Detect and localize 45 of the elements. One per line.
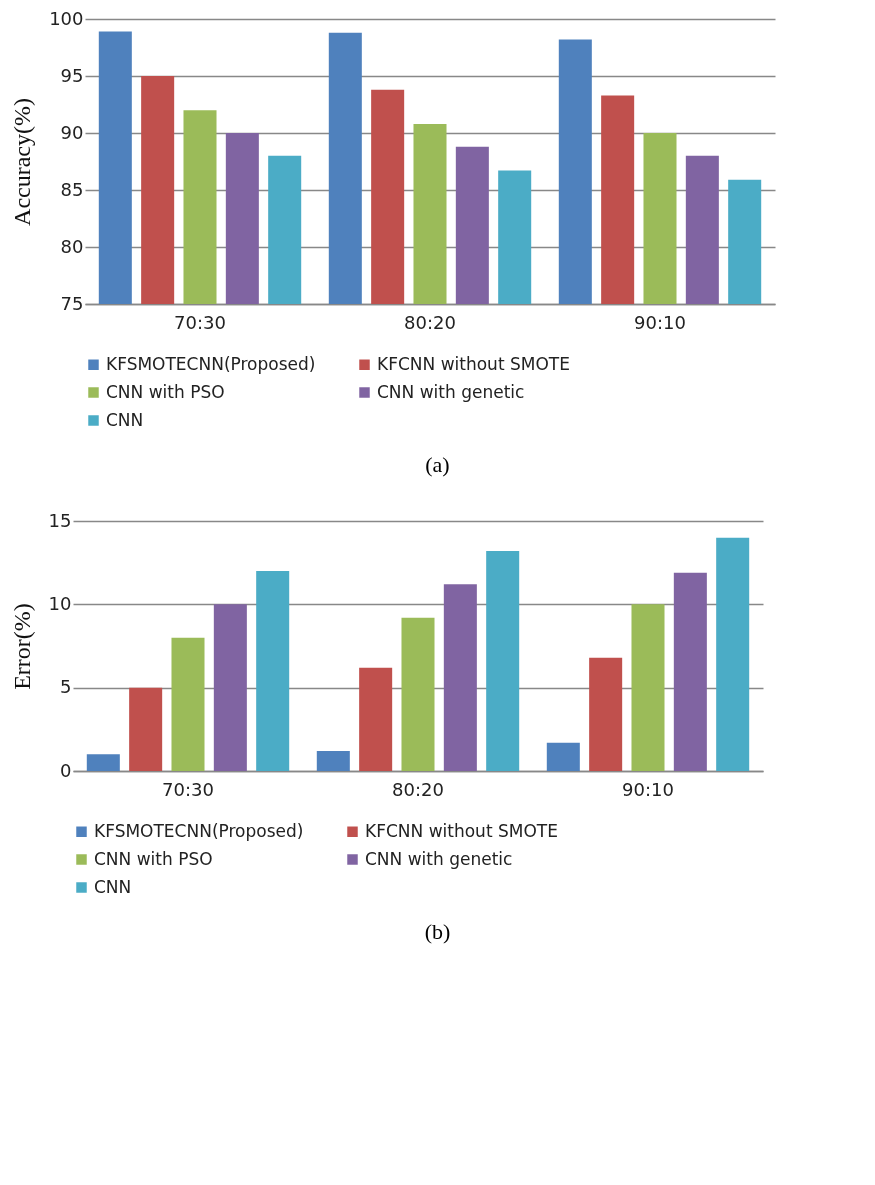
y-tick-label: 75 [60, 292, 84, 314]
bar [401, 617, 435, 771]
bar [673, 572, 707, 771]
y-tick-label: 95 [60, 64, 84, 86]
y-tick-label: 80 [60, 235, 84, 257]
x-tick-label: 70:30 [174, 311, 226, 333]
legend-label: KFSMOTECNN(Proposed) [106, 353, 316, 374]
bar [316, 751, 350, 771]
y-tick-label: 100 [49, 7, 84, 29]
legend-label: CNN with PSO [94, 848, 213, 869]
bar [443, 584, 477, 771]
legend-label: CNN [94, 876, 132, 897]
y-tick-label: 5 [60, 676, 72, 698]
x-tick-label: 70:30 [162, 778, 214, 800]
text: (b) [423, 919, 452, 945]
x-tick-label: 80:20 [392, 778, 444, 800]
y-tick-label: 10 [48, 592, 72, 614]
y-axis-title: Accuracy(%) [9, 98, 36, 226]
x-tick-label: 90:10 [634, 311, 686, 333]
bar [546, 742, 580, 771]
bar [129, 687, 163, 771]
y-tick-label: 90 [60, 121, 84, 143]
legend-label: CNN with genetic [377, 381, 525, 402]
bar [171, 637, 205, 771]
legend-label: KFSMOTECNN(Proposed) [94, 820, 304, 841]
bar [359, 667, 393, 771]
y-tick-label: 15 [48, 509, 72, 531]
legend-label: CNN [106, 409, 144, 430]
legend-label: CNN with PSO [106, 381, 225, 402]
bar [716, 537, 750, 771]
legend-label: KFCNN without SMOTE [365, 820, 558, 841]
legend-label: CNN with genetic [365, 848, 513, 869]
y-tick-label: 85 [60, 178, 84, 200]
bar [256, 571, 290, 771]
bar [589, 657, 623, 771]
bar [631, 604, 665, 771]
text: (a) [424, 452, 451, 478]
bar [486, 551, 520, 771]
bar [213, 604, 247, 771]
x-tick-label: 90:10 [622, 778, 674, 800]
y-tick-label: 0 [60, 759, 72, 781]
y-axis-title: Error(%) [8, 603, 35, 690]
x-tick-label: 80:20 [404, 311, 456, 333]
legend-label: KFCNN without SMOTE [377, 353, 570, 374]
bar [86, 754, 120, 771]
